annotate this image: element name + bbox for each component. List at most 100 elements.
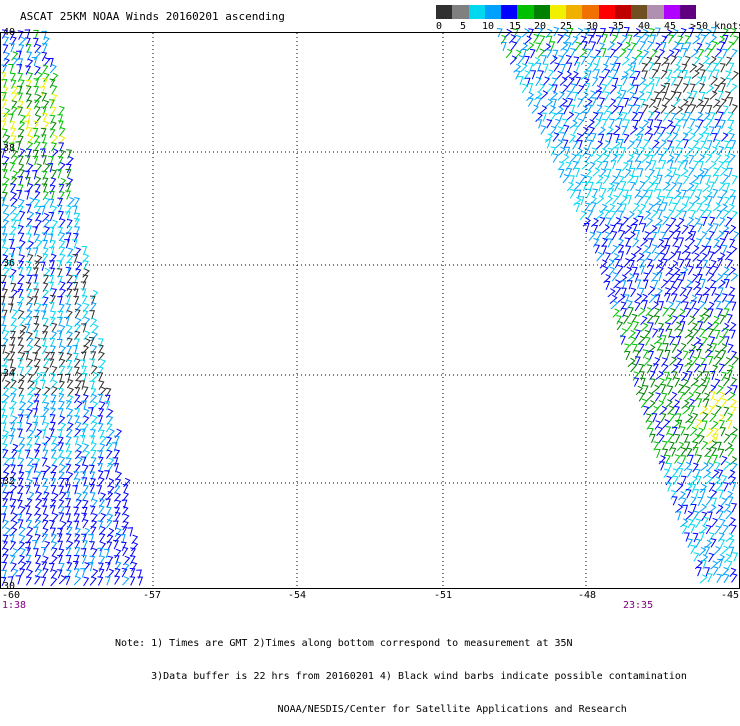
wind-barb bbox=[627, 357, 636, 367]
wind-barb bbox=[625, 245, 632, 255]
wind-barb bbox=[699, 279, 706, 289]
wind-barb bbox=[114, 567, 121, 578]
wind-barb bbox=[685, 510, 694, 520]
wind-barb bbox=[675, 503, 684, 513]
wind-barb bbox=[26, 519, 33, 529]
wind-barb bbox=[700, 553, 709, 564]
wind-barb bbox=[82, 415, 90, 425]
wind-barb bbox=[641, 244, 650, 255]
wind-barb bbox=[10, 520, 18, 530]
wind-barb bbox=[675, 230, 681, 240]
wind-barb bbox=[18, 168, 25, 179]
wind-barb bbox=[655, 132, 663, 142]
wind-barb bbox=[601, 245, 608, 255]
wind-barb bbox=[18, 442, 26, 453]
wind-barb bbox=[58, 387, 64, 398]
wind-barb bbox=[709, 489, 718, 499]
wind-barb bbox=[2, 534, 9, 544]
wind-barb bbox=[611, 272, 619, 282]
lon-label: -51 bbox=[434, 590, 453, 601]
wind-barb bbox=[18, 366, 24, 376]
wind-barb bbox=[635, 279, 642, 289]
wind-barb bbox=[98, 568, 105, 578]
wind-barb bbox=[105, 498, 111, 508]
note-line: 3)Data buffer is 22 hrs from 20160201 4)… bbox=[115, 671, 687, 682]
wind-barb bbox=[616, 118, 623, 128]
wind-barb bbox=[729, 294, 735, 304]
wind-barb bbox=[703, 293, 710, 303]
wind-barb bbox=[557, 112, 564, 122]
wind-barb bbox=[630, 362, 638, 373]
wind-barb bbox=[710, 259, 717, 270]
wind-barb bbox=[666, 69, 673, 79]
wind-barb bbox=[640, 322, 649, 332]
wind-barb bbox=[129, 567, 136, 578]
wind-barb bbox=[663, 371, 670, 381]
wind-barb bbox=[729, 567, 737, 578]
legend-swatch bbox=[468, 5, 485, 19]
wind-barb bbox=[15, 141, 22, 151]
wind-barb bbox=[631, 343, 638, 354]
wind-barb bbox=[41, 183, 48, 193]
wind-barb bbox=[90, 351, 97, 361]
wind-barb bbox=[65, 168, 72, 179]
wind-barb bbox=[653, 182, 659, 192]
wind-barb bbox=[607, 41, 616, 51]
wind-barb bbox=[10, 562, 17, 572]
wind-barb bbox=[32, 120, 39, 131]
wind-barb bbox=[710, 146, 718, 156]
wind-barb bbox=[2, 553, 9, 564]
wind-barb bbox=[565, 42, 572, 52]
wind-barb bbox=[731, 70, 739, 81]
wind-barb bbox=[1, 429, 10, 440]
wind-barb bbox=[659, 252, 667, 263]
wind-barb bbox=[104, 470, 110, 480]
wind-barb bbox=[688, 349, 695, 360]
wind-barb bbox=[98, 380, 105, 390]
wind-barb bbox=[663, 343, 669, 353]
wind-barb bbox=[692, 384, 700, 394]
wind-barb bbox=[569, 153, 578, 163]
wind-barb bbox=[39, 148, 46, 158]
wind-barb bbox=[544, 98, 554, 108]
wind-barb bbox=[577, 118, 584, 128]
wind-barb bbox=[74, 323, 81, 334]
wind-barb bbox=[675, 357, 683, 367]
wind-barb bbox=[656, 266, 664, 276]
wind-speed-legend: 0 5 10 15 20 25 30 35 40 45 >50 knots bbox=[436, 5, 740, 35]
wind-barb bbox=[8, 253, 15, 263]
wind-barb bbox=[17, 457, 25, 467]
wind-barb bbox=[26, 408, 34, 419]
wind-barb bbox=[655, 224, 662, 234]
wind-barb bbox=[616, 320, 624, 331]
wind-barb bbox=[34, 575, 41, 585]
wind-barb bbox=[49, 128, 56, 138]
wind-barb bbox=[680, 447, 687, 457]
wind-barb bbox=[698, 48, 705, 58]
wind-barb bbox=[699, 357, 707, 367]
wind-barb bbox=[719, 419, 725, 430]
wind-barb bbox=[720, 83, 727, 93]
wind-barb bbox=[42, 212, 50, 223]
wind-barb bbox=[131, 534, 139, 545]
wind-barb bbox=[51, 84, 58, 95]
wind-barb bbox=[27, 491, 35, 501]
wind-barb bbox=[691, 328, 700, 338]
wind-barb bbox=[545, 139, 552, 149]
wind-barb bbox=[600, 203, 608, 214]
wind-barb bbox=[654, 110, 661, 121]
wind-barb bbox=[10, 415, 18, 425]
wind-barb bbox=[655, 259, 664, 269]
wind-barb bbox=[97, 520, 104, 530]
wind-barb bbox=[704, 28, 712, 38]
wind-barb bbox=[654, 77, 661, 87]
wind-barb bbox=[624, 350, 631, 361]
wind-barb bbox=[99, 512, 107, 523]
wind-barb bbox=[673, 63, 681, 74]
wind-barb bbox=[708, 251, 715, 261]
wind-barb bbox=[703, 371, 710, 381]
wind-barb bbox=[640, 237, 649, 247]
wind-barb bbox=[644, 161, 652, 171]
wind-barb bbox=[33, 288, 40, 298]
wind-barb bbox=[698, 300, 706, 310]
